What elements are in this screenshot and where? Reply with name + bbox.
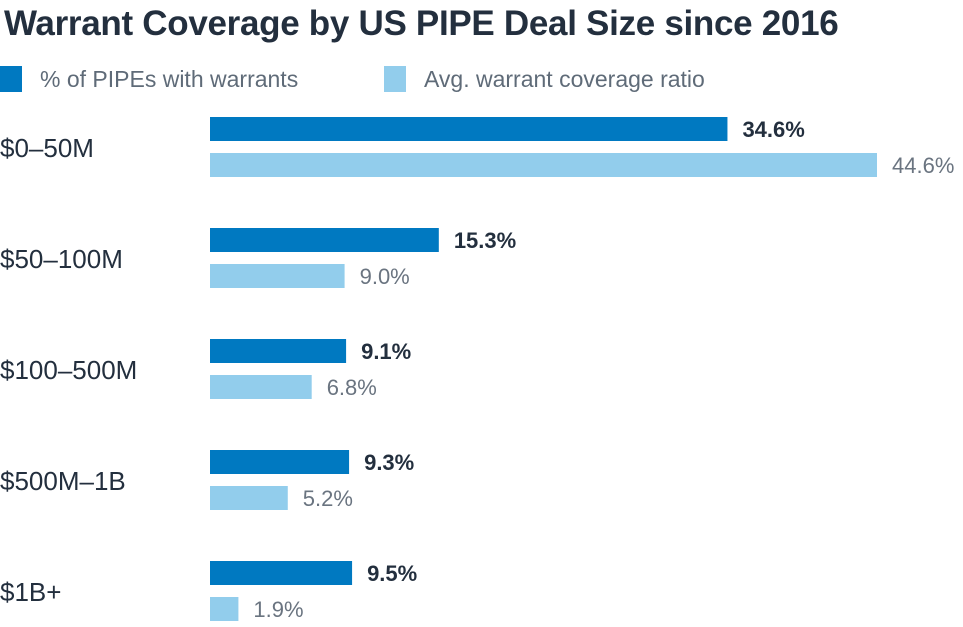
value-label-warrants-50-100m: 15.3% bbox=[454, 228, 516, 253]
legend-label-warrants: % of PIPEs with warrants bbox=[40, 65, 299, 92]
legend: % of PIPEs with warrants Avg. warrant co… bbox=[0, 64, 963, 94]
bar-coverage-ratio-1b bbox=[210, 597, 239, 621]
category-label-50-100m: $50–100M bbox=[0, 244, 123, 274]
legend-item-warrants: % of PIPEs with warrants bbox=[0, 64, 298, 94]
legend-swatch-warrants bbox=[0, 66, 22, 92]
value-label-warrants-500m-1b: 9.3% bbox=[364, 450, 414, 475]
bar-coverage-ratio-50-100m bbox=[210, 264, 345, 288]
value-label-coverage-ratio-100-500m: 6.8% bbox=[327, 375, 377, 400]
legend-swatch-coverage-ratio bbox=[384, 66, 406, 92]
value-label-warrants-100-500m: 9.1% bbox=[361, 339, 411, 364]
category-label-100-500m: $100–500M bbox=[0, 355, 137, 385]
value-label-warrants-0-50m: 34.6% bbox=[742, 117, 804, 142]
value-label-coverage-ratio-1b: 1.9% bbox=[253, 597, 303, 622]
value-label-warrants-1b: 9.5% bbox=[367, 561, 417, 586]
category-label-500m-1b: $500M–1B bbox=[0, 466, 126, 496]
legend-label-coverage-ratio: Avg. warrant coverage ratio bbox=[424, 65, 705, 92]
bar-warrants-0-50m bbox=[210, 117, 728, 141]
chart-title: Warrant Coverage by US PIPE Deal Size si… bbox=[4, 4, 839, 43]
bar-warrants-50-100m bbox=[210, 228, 439, 252]
category-label-1b: $1B+ bbox=[0, 577, 61, 607]
bar-warrants-500m-1b bbox=[210, 450, 350, 474]
bar-coverage-ratio-100-500m bbox=[210, 375, 312, 399]
value-label-coverage-ratio-50-100m: 9.0% bbox=[360, 264, 410, 289]
value-label-coverage-ratio-500m-1b: 5.2% bbox=[303, 486, 353, 511]
value-label-coverage-ratio-0-50m: 44.6% bbox=[892, 153, 954, 178]
bar-coverage-ratio-500m-1b bbox=[210, 486, 288, 510]
legend-item-coverage-ratio: Avg. warrant coverage ratio bbox=[384, 64, 705, 94]
category-label-0-50m: $0–50M bbox=[0, 133, 94, 163]
bar-warrants-100-500m bbox=[210, 339, 347, 363]
bar-warrants-1b bbox=[210, 561, 353, 585]
bar-coverage-ratio-0-50m bbox=[210, 153, 877, 177]
